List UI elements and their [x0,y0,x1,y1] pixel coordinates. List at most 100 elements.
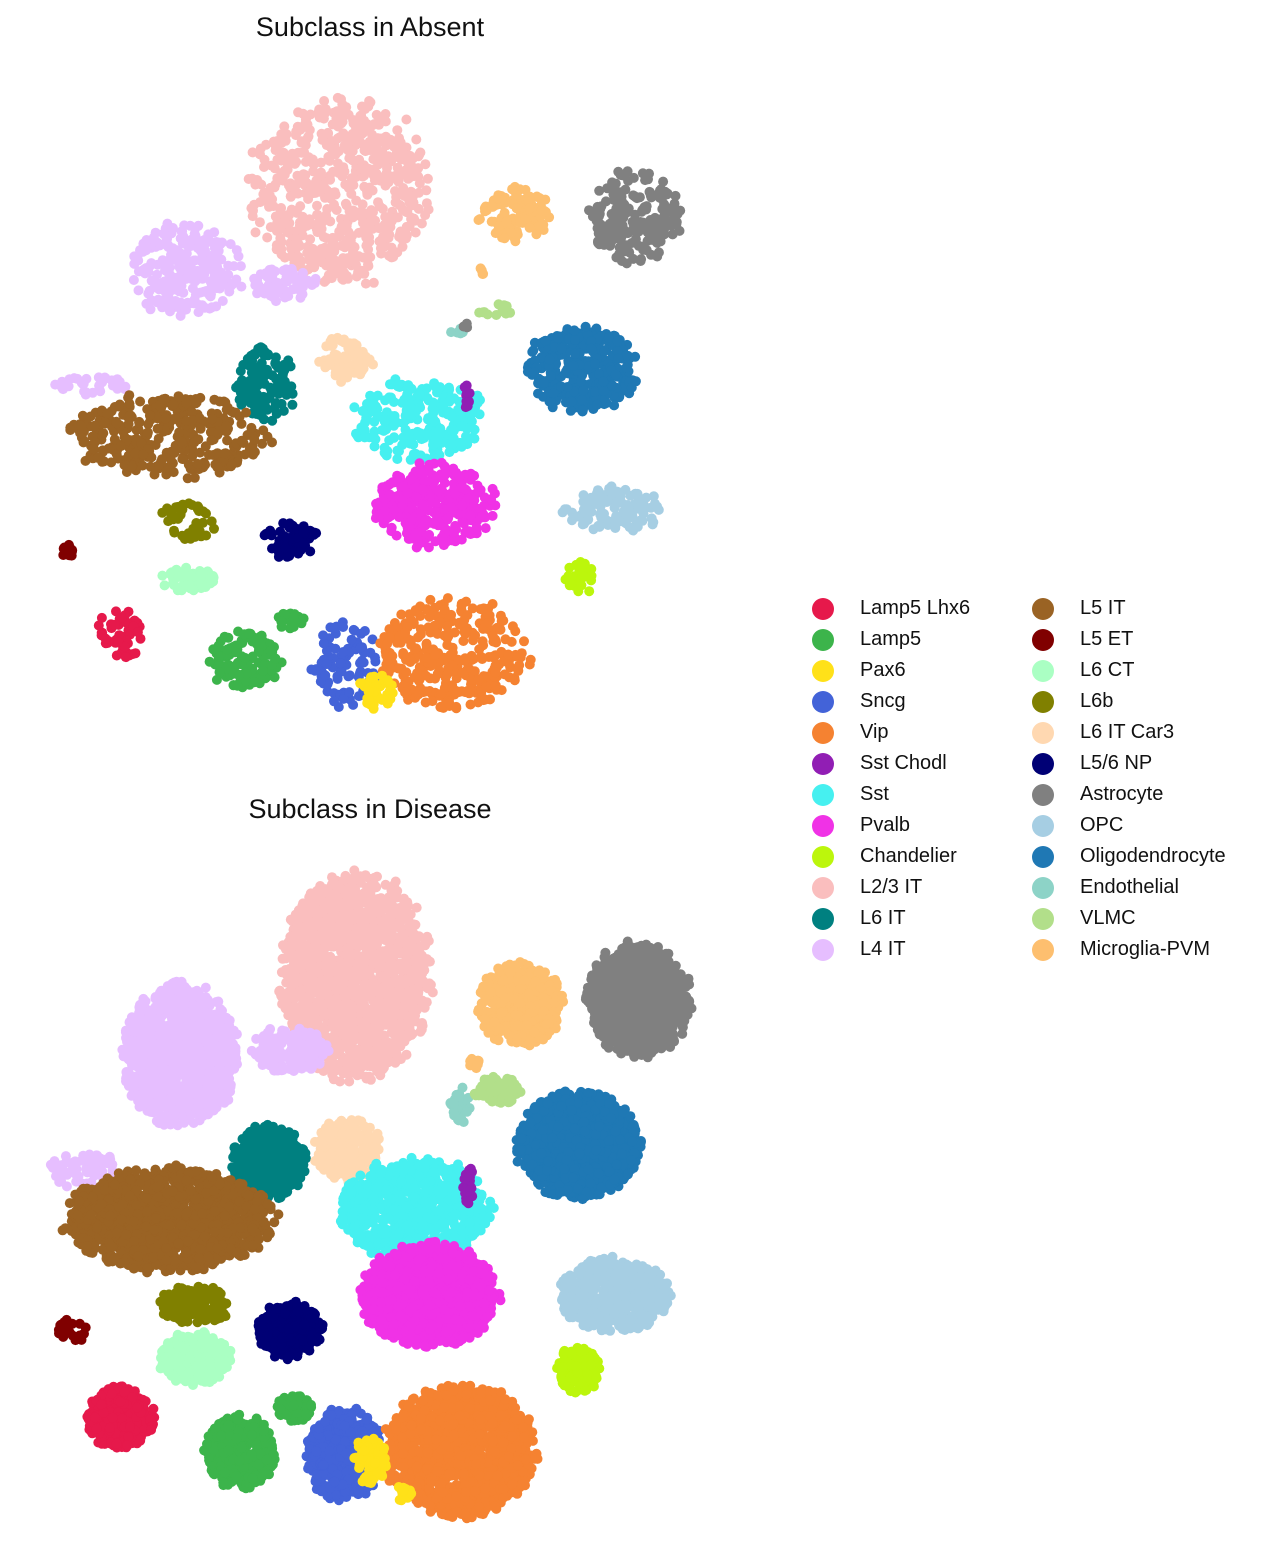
scatter-point [503,649,514,660]
scatter-point [387,651,398,661]
disease-scatter-plot [45,865,697,1524]
scatter-point [380,505,391,516]
scatter-point [414,674,425,685]
scatter-point [187,451,198,462]
scatter-point [270,266,281,277]
scatter-point [135,396,146,407]
scatter-point [168,467,179,478]
scatter-point [362,187,373,198]
scatter-point [356,628,366,639]
scatter-point [192,501,203,512]
scatter-point [288,612,299,623]
scatter-point [193,434,204,445]
scatter-point [498,615,509,626]
scatter-point [329,696,339,707]
scatter-point [346,634,357,645]
scatter-point [565,405,576,416]
scatter-point [506,636,517,647]
scatter-point [229,647,240,658]
scatter-point [371,498,382,509]
scatter-point [360,278,371,289]
scatter-point [257,438,268,449]
scatter-point [212,448,223,459]
scatter-point [272,154,283,165]
scatter-point [594,185,605,196]
scatter-point [157,454,167,465]
scatter-point [400,165,411,176]
scatter-point [438,400,449,411]
scatter-point [192,458,203,469]
scatter-point [604,483,615,494]
scatter-point [111,418,122,429]
scatter-point [442,621,453,632]
scatter-point [239,449,250,460]
scatter-point [200,459,211,470]
scatter-point [205,291,216,302]
cluster-l6-ct [157,562,219,596]
scatter-point [392,445,403,456]
scatter-point [247,355,258,366]
cluster-l6-it [231,342,298,426]
scatter-point [445,502,456,513]
scatter-point [457,667,468,678]
cluster-l4-it [128,218,247,321]
scatter-point [592,399,602,410]
scatter-point [217,296,228,306]
scatter-point [594,239,605,250]
scatter-point [304,219,315,230]
scatter-point [344,1076,355,1087]
scatter-point [492,193,503,204]
scatter-point [384,624,395,635]
scatter-point [607,381,618,391]
scatter-point [636,254,647,265]
scatter-point [395,228,406,239]
scatter-point [317,135,328,145]
scatter-point [94,380,105,391]
scatter-point [194,413,205,423]
scatter-point [348,118,359,129]
scatter-point [473,674,484,685]
scatter-point [136,438,147,449]
scatter-point [329,349,340,360]
scatter-point [169,525,179,536]
scatter-point [373,197,383,208]
scatter-point [183,459,194,470]
scatter-point [283,355,294,366]
scatter-point [548,388,559,399]
scatter-point [195,447,205,458]
scatter-point [603,332,614,343]
scatter-point [168,277,179,288]
scatter-point [331,205,342,215]
scatter-point [182,473,193,484]
scatter-point [361,240,372,251]
scatter-point [565,578,576,589]
scatter-point [411,134,422,145]
scatter-point [348,205,359,216]
scatter-point [286,243,297,254]
scatter-point [423,542,434,553]
scatter-point [325,174,336,185]
scatter-point [386,171,397,182]
scatter-point [648,491,659,502]
scatter-point [236,281,247,292]
scatter-point [87,431,98,442]
scatter-point [469,433,480,444]
scatter-point [186,570,196,581]
scatter-point [259,162,269,172]
scatter-point [378,425,389,436]
scatter-point [218,270,229,281]
scatter-point [280,543,291,554]
scatter-point [181,398,192,408]
scatter-point [359,425,370,436]
scatter-point [556,343,567,354]
scatter-point [461,431,471,442]
cluster-oligodendrocyte [522,321,641,417]
scatter-point [153,433,164,444]
scatter-point [621,362,632,373]
scatter-point [529,367,540,378]
scatter-point [328,255,339,266]
scatter-point [525,654,536,665]
scatter-point [98,428,109,439]
scatter-point [320,670,331,681]
cluster-l6b [157,498,219,544]
